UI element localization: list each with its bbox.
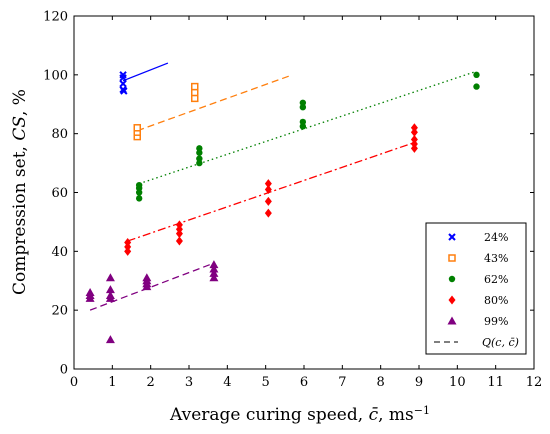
legend-marker-2 xyxy=(448,254,456,262)
legend-label-4: 80% xyxy=(484,294,508,307)
x-tick-label: 3 xyxy=(185,375,193,390)
fit-line-4 xyxy=(127,141,415,242)
data-point-2 xyxy=(191,94,199,103)
fit-line-5 xyxy=(89,262,215,311)
data-point-3 xyxy=(473,71,480,79)
data-point-3 xyxy=(299,99,307,106)
legend: 24% 43% 62% 80% 99% Q(c, c̄) xyxy=(425,222,527,355)
data-point-4 xyxy=(175,220,183,230)
data-point-4 xyxy=(264,179,272,189)
fit-lines xyxy=(89,62,475,311)
x-tick-label: 11 xyxy=(487,375,504,390)
data-point-5 xyxy=(105,273,115,282)
data-point-2 xyxy=(133,124,141,132)
x-axis-title: Average curing speed, c̄, ms−1 xyxy=(169,404,430,426)
y-tick-label: 60 xyxy=(51,186,68,201)
data-point-3 xyxy=(196,159,203,167)
data-point-5 xyxy=(209,264,219,273)
x-tick-label: 0 xyxy=(70,375,78,390)
y-tick-label: 0 xyxy=(60,363,68,378)
x-tick-label: 9 xyxy=(415,375,423,390)
data-point-3 xyxy=(299,123,307,130)
data-point-5 xyxy=(105,285,115,294)
data-point-2 xyxy=(191,82,199,91)
data-point-5 xyxy=(142,273,152,282)
legend-label-5: 99% xyxy=(484,315,508,328)
data-point-4 xyxy=(410,123,418,133)
marker-stroke xyxy=(119,71,127,79)
fit-line-2 xyxy=(137,74,293,132)
data-point-3 xyxy=(135,189,143,196)
data-point-3 xyxy=(196,155,203,162)
y-axis-title: Compression set, CS, % xyxy=(10,89,30,295)
data-point-1 xyxy=(119,71,127,79)
y-tick-label: 120 xyxy=(43,10,68,25)
data-point-1 xyxy=(119,79,127,88)
data-point-3 xyxy=(135,181,143,189)
x-tick-label: 10 xyxy=(449,375,466,390)
x-tick-label: 6 xyxy=(300,375,308,390)
data-point-3 xyxy=(473,83,480,90)
data-point-3 xyxy=(196,145,203,152)
marker-stroke xyxy=(120,87,128,95)
data-point-3 xyxy=(196,149,203,156)
x-tick-label: 4 xyxy=(223,375,231,390)
data-point-5 xyxy=(209,260,219,269)
data-point-5 xyxy=(209,273,219,282)
legend-marker-3 xyxy=(448,275,456,283)
legend-items: 24% 43% 62% 80% 99% xyxy=(447,231,508,328)
x-tick-label: 7 xyxy=(338,375,346,390)
data-point-3 xyxy=(299,118,307,126)
data-point-3 xyxy=(299,103,307,111)
data-point-4 xyxy=(264,208,272,218)
x-tick-label: 1 xyxy=(108,375,116,390)
fit-line-3 xyxy=(138,71,475,185)
data-point-2 xyxy=(191,88,199,97)
marker-stroke xyxy=(119,79,127,88)
data-point-1 xyxy=(120,87,128,95)
data-point-5 xyxy=(85,288,95,297)
legend-marker-5 xyxy=(447,316,457,325)
legend-label-3: 62% xyxy=(484,273,508,286)
x-tick-label: 8 xyxy=(377,375,385,390)
x-tick-label: 12 xyxy=(526,375,543,390)
data-point-4 xyxy=(264,196,272,206)
x-tick-label: 2 xyxy=(147,375,155,390)
legend-marker-4 xyxy=(448,295,456,305)
data-point-5 xyxy=(209,268,219,277)
data-point-4 xyxy=(264,185,272,195)
legend-box xyxy=(425,222,527,355)
legend-fit-label: Q(c, c̄) xyxy=(482,336,519,349)
y-tick-label: 100 xyxy=(43,68,68,83)
y-tick-label: 20 xyxy=(51,304,68,319)
data-point-4 xyxy=(410,135,418,145)
x-tick-label: 5 xyxy=(262,375,270,390)
data-point-4 xyxy=(124,238,132,248)
legend-label-2: 43% xyxy=(484,252,508,265)
legend-marker-1 xyxy=(448,233,456,241)
y-tick-label: 80 xyxy=(51,127,68,142)
data-points xyxy=(85,71,480,344)
chart-frame xyxy=(73,15,535,370)
legend-label-1: 24% xyxy=(484,231,508,244)
fit-line-1 xyxy=(122,62,169,82)
data-point-3 xyxy=(135,195,143,202)
data-point-5 xyxy=(105,335,115,344)
data-point-4 xyxy=(175,236,183,246)
y-tick-label: 40 xyxy=(51,245,68,260)
marker-stroke xyxy=(448,233,456,241)
data-point-5 xyxy=(105,290,115,299)
